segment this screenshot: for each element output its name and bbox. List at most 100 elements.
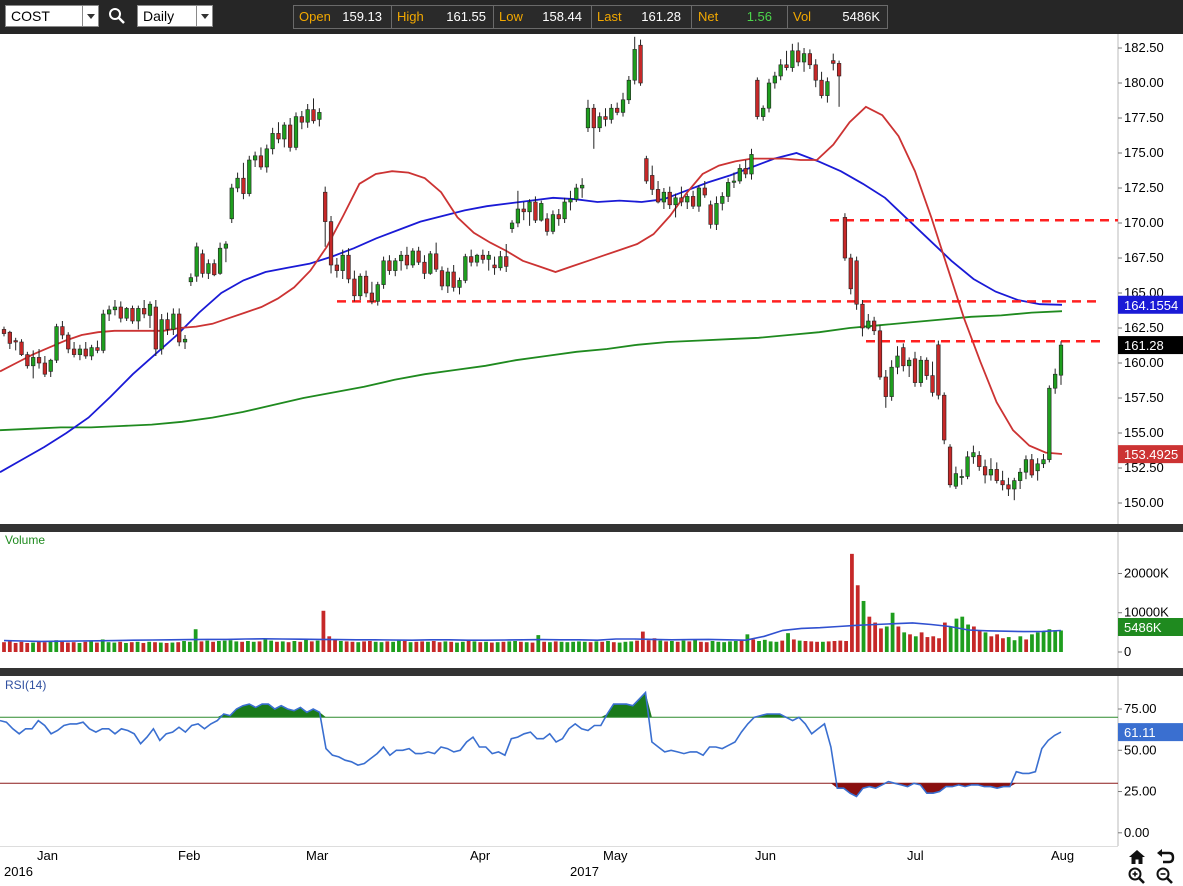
volume-bar: [182, 641, 186, 652]
candle-up: [685, 196, 690, 203]
candle-up: [136, 308, 141, 322]
volume-bar: [292, 641, 297, 652]
candle-up: [147, 303, 153, 316]
sma20-line: [0, 105, 1063, 455]
high-value: 161.55: [446, 9, 486, 24]
candle-up: [539, 203, 544, 221]
volume-bar: [861, 600, 866, 652]
volume-bar: [524, 642, 529, 652]
x-tick-label: May: [603, 848, 628, 863]
vol-label: Vol: [793, 9, 812, 24]
candle-down: [13, 340, 18, 343]
candle-up: [89, 347, 94, 357]
candle-down: [323, 191, 328, 222]
symbol-input[interactable]: COST: [5, 5, 83, 27]
volume-bar: [559, 641, 564, 652]
zoom-out-icon[interactable]: [1155, 866, 1175, 886]
candle-up: [293, 116, 299, 148]
candle-up: [31, 357, 36, 367]
volume-bar: [501, 641, 506, 652]
zoom-in-icon[interactable]: [1127, 866, 1147, 886]
volume-bar: [65, 642, 70, 652]
x-tick-label: Jan: [37, 848, 58, 863]
undo-icon[interactable]: [1155, 847, 1175, 867]
x-tick-label: Aug: [1051, 848, 1074, 863]
volume-bar: [19, 641, 24, 652]
volume-bar: [449, 641, 454, 652]
volume-bar: [809, 641, 814, 652]
volume-bar: [1012, 640, 1017, 652]
candle-up: [48, 359, 53, 372]
candle-down: [480, 254, 485, 260]
candle-up: [1053, 373, 1058, 389]
volume-bar: [431, 641, 436, 652]
volume-bar: [315, 640, 320, 652]
x-year-label: 2017: [570, 864, 599, 879]
price-badge: [1118, 336, 1183, 355]
candle-up: [988, 469, 994, 476]
volume-chart[interactable]: Volume 20000K 10000K 0 5486K: [0, 532, 1183, 668]
candle-down: [638, 44, 643, 84]
candle-down: [118, 306, 123, 319]
candle-down: [404, 254, 410, 266]
interval-select[interactable]: Daily: [137, 5, 197, 27]
candle-up: [393, 260, 398, 271]
volume-bar: [513, 641, 517, 652]
candle-up: [550, 214, 556, 232]
candle-down: [153, 306, 158, 350]
volume-bar: [455, 642, 459, 652]
home-icon[interactable]: [1127, 847, 1147, 867]
x-tick-label: Jul: [907, 848, 924, 863]
candle-down: [743, 168, 748, 175]
candle-up: [171, 313, 176, 330]
price-tick-label: 152.50: [1124, 460, 1164, 475]
volume-tick-label: 0: [1124, 644, 1131, 659]
interval-dropdown-arrow[interactable]: [196, 5, 213, 27]
volume-bar: [826, 641, 831, 652]
x-tick-label: Feb: [178, 848, 200, 863]
rsi-chart[interactable]: RSI(14) 75.00 50.00 25.00 0.00 61.11: [0, 676, 1183, 846]
x-tick-label: Apr: [470, 848, 491, 863]
volume-bar: [1006, 637, 1011, 652]
candle-down: [504, 256, 509, 267]
volume-bar: [391, 641, 396, 652]
candle-down: [334, 264, 339, 271]
price-chart[interactable]: 182.50 180.00 177.50 175.00 172.50 170.00 167.…: [0, 34, 1183, 524]
candle-down: [807, 53, 812, 66]
volume-bar: [1024, 639, 1029, 652]
volume-bar: [931, 636, 936, 652]
magnifier-icon[interactable]: [108, 7, 126, 25]
candle-down: [872, 320, 877, 332]
volume-bar: [187, 641, 192, 652]
candle-up: [749, 154, 754, 175]
candle-up: [340, 254, 345, 271]
volume-bar: [286, 642, 291, 652]
volume-bar: [402, 641, 407, 652]
volume-bar: [1059, 630, 1063, 652]
candle-up: [766, 82, 772, 109]
candle-up: [264, 148, 269, 168]
volume-bar: [571, 641, 576, 652]
x-tick-label: Mar: [306, 848, 329, 863]
symbol-dropdown-arrow[interactable]: [82, 5, 99, 27]
candle-down: [130, 308, 135, 322]
candle-up: [474, 254, 480, 263]
candle-up: [626, 79, 631, 101]
candle-down: [492, 264, 497, 269]
price-tick-label: 175.00: [1124, 145, 1164, 160]
candle-up: [825, 81, 830, 96]
toolbar: COST Daily Open 159.13 High 161.55 Low 1…: [0, 0, 1183, 34]
candle-down: [352, 278, 357, 297]
volume-bar: [850, 553, 854, 652]
candle-down: [982, 466, 988, 476]
pane-divider[interactable]: [0, 668, 1183, 676]
volume-bar: [844, 641, 849, 652]
candle-up: [1035, 463, 1040, 472]
candle-up: [726, 182, 731, 197]
candle-down: [947, 446, 953, 486]
volume-bar: [170, 642, 175, 652]
pane-divider[interactable]: [0, 524, 1183, 532]
candle-down: [451, 271, 456, 288]
volume-bar: [820, 641, 825, 652]
volume-bar: [710, 641, 715, 652]
